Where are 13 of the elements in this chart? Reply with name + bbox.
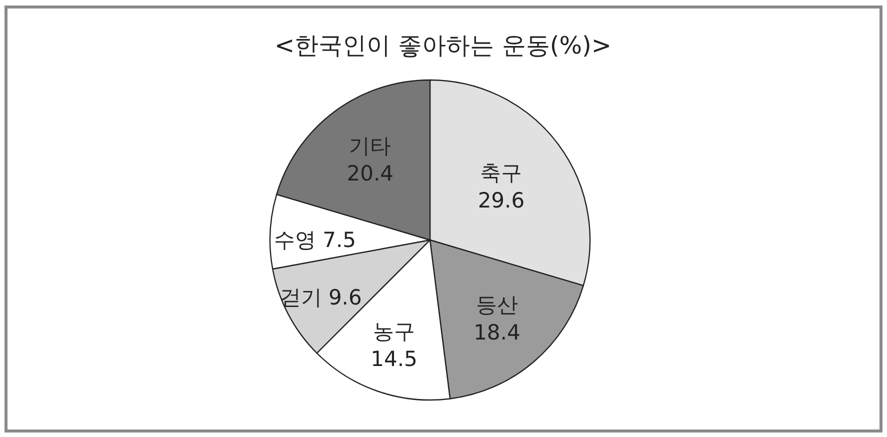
slice-label: 축구 [480, 161, 522, 186]
data-label: 18.4 [474, 320, 520, 345]
slice-label: 기타 [349, 134, 392, 158]
slice-label: 걷기 [280, 285, 322, 310]
chart-title: <한국인이 좋아하는 운동(%)> [274, 31, 612, 60]
data-label: 29.6 [478, 188, 525, 213]
slice-label: 등산 [476, 293, 518, 318]
data-label: 20.4 [346, 161, 394, 186]
data-label: 9.6 [328, 285, 362, 310]
slice-label: 수영 [274, 228, 316, 252]
slice-label: 농구 [373, 319, 416, 344]
data-label: 7.5 [322, 228, 356, 252]
data-label: 14.5 [370, 346, 418, 371]
